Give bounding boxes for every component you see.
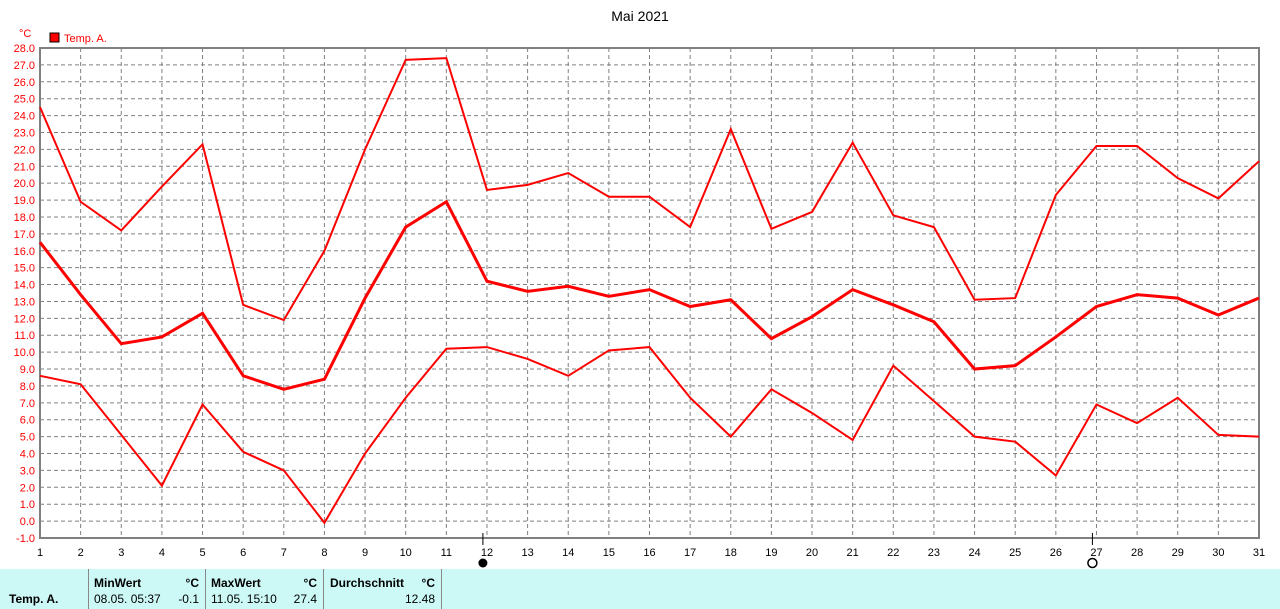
y-tick-label: 16.0 [14,246,35,258]
legend-label: Temp. A. [64,33,107,45]
y-tick-label: 9.0 [20,364,35,376]
x-tick-label: 11 [441,547,452,559]
y-tick-label: 8.0 [20,381,35,393]
y-tick-label: 14.0 [14,280,35,292]
x-tick-label: 2 [78,547,84,559]
y-tick-label: 7.0 [20,398,35,410]
x-tick-label: 25 [1009,547,1021,559]
y-axis-unit: °C [19,28,31,40]
min-cell: MinWert °C 08.05. 05:37 -0.1 [88,569,206,609]
stats-footer: Temp. A. MinWert °C 08.05. 05:37 -0.1 Ma… [0,569,1280,609]
x-tick-label: 18 [725,547,737,559]
y-tick-label: 23.0 [14,127,35,139]
x-tick-label: 17 [684,547,696,559]
series-cell: Temp. A. [0,569,89,609]
x-tick-label: 15 [603,547,615,559]
x-tick-label: 4 [159,547,165,559]
x-tick-label: 5 [199,547,205,559]
avg-value: 12.48 [404,592,435,606]
temperature-chart: Mai 2021 °C Temp. A. -1.0 0.0 1.0 2.0 3.0 4.0 5.0… [14,8,1265,569]
avg-unit: °C [421,576,435,590]
y-tick-label: 10.0 [14,347,35,359]
y-tick-label: 18.0 [14,212,35,224]
y-tick-label: 27.0 [14,60,35,72]
x-tick-label: 14 [562,547,574,559]
y-tick-label: 19.0 [14,195,35,207]
y-tick-label: 24.0 [14,111,35,123]
series-line-mean [38,199,1260,391]
x-tick-label: 27 [1090,547,1102,559]
y-tick-label: 28.0 [14,43,35,55]
y-tick-label: 3.0 [20,465,35,477]
new-moon-icon [1087,557,1098,569]
x-tick-label: 13 [521,547,533,559]
plot-frame [39,47,1260,539]
x-tick-label: 30 [1212,547,1224,559]
min-value: -0.1 [178,592,199,606]
min-unit: °C [185,576,199,590]
y-tick-label: 0.0 [20,516,35,528]
x-tick-label: 12 [481,547,493,559]
y-tick-label: 17.0 [14,229,35,241]
x-tick-label: 20 [806,547,818,559]
y-tick-label: 15.0 [14,263,35,275]
y-tick-label: 13.0 [14,296,35,308]
y-tick-label: 21.0 [14,161,35,173]
x-tick-label: 9 [362,547,368,559]
x-tick-label: 23 [928,547,940,559]
x-tick-label: 28 [1131,547,1143,559]
max-unit: °C [303,576,317,590]
max-date: 11.05. 15:10 [211,592,277,606]
x-tick-label: 10 [400,547,412,559]
y-tick-label: 12.0 [14,313,35,325]
y-tick-label: 20.0 [14,178,35,190]
y-tick-label: 6.0 [20,415,35,427]
series-label: Temp. A. [9,592,59,606]
avg-cell: Durchschnitt °C 12.48 [323,569,442,609]
y-tick-label: 11.0 [14,330,35,342]
y-tick-label: -1.0 [16,533,35,545]
min-date: 08.05. 05:37 [94,592,161,606]
y-tick-label: 1.0 [20,499,35,511]
max-cell: MaxWert °C 11.05. 15:10 27.4 [205,569,324,609]
x-tick-label: 8 [321,547,327,559]
x-tick-label: 29 [1172,547,1184,559]
legend-swatch [49,32,60,43]
y-tick-label: 25.0 [14,94,35,106]
y-tick-label: 4.0 [20,449,35,461]
series-line-min [39,346,1260,525]
series-line-max [39,57,1260,322]
x-tick-label: 6 [240,547,246,559]
x-tick-label: 26 [1050,547,1062,559]
avg-label: Durchschnitt [330,576,405,590]
y-tick-label: 26.0 [14,77,35,89]
y-tick-label: 5.0 [20,432,35,444]
full-moon-icon [478,558,488,568]
x-tick-label: 7 [281,547,287,559]
x-tick-label: 19 [765,547,777,559]
max-label: MaxWert [211,576,261,590]
min-label: MinWert [94,576,142,590]
max-value: 27.4 [293,592,317,606]
y-tick-label: 22.0 [14,144,35,156]
chart-title: Mai 2021 [611,8,669,24]
x-tick-label: 16 [643,547,655,559]
y-tick-label: 2.0 [20,482,35,494]
x-tick-label: 24 [968,547,980,559]
x-tick-label: 22 [887,547,899,559]
x-tick-label: 3 [118,547,124,559]
x-tick-label: 31 [1253,547,1265,559]
x-tick-label: 1 [37,547,43,559]
x-tick-label: 21 [847,547,859,559]
